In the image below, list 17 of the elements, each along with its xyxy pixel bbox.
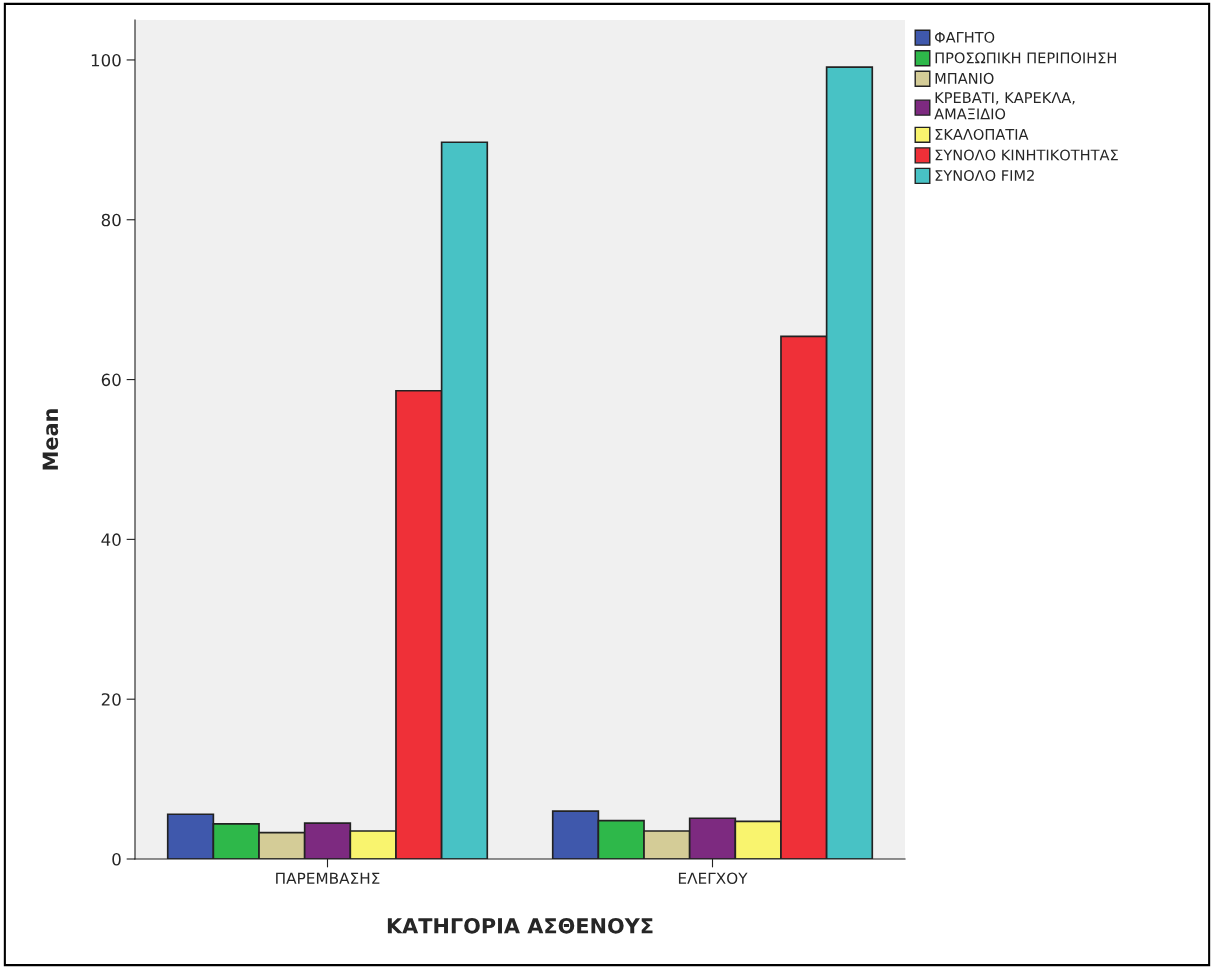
- y-tick-label: 100: [91, 53, 121, 67]
- legend-label: ΣΥΝΟΛΟ FIM2: [935, 169, 1034, 182]
- legend-label: ΜΠΑΝΙΟ: [935, 72, 994, 84]
- y-tick-label: 20: [101, 693, 121, 706]
- y-tick-label: 40: [101, 533, 121, 546]
- y-tick-label: 0: [112, 852, 121, 866]
- legend-label: ΣΚΑΛΟΠΑΤΙΑ: [935, 128, 1029, 140]
- y-tick-label: 80: [101, 213, 121, 227]
- x-axis-title: ΚΑΤΗΓΟΡΙΑ ΑΣΘΕΝΟΥΣ: [387, 917, 653, 934]
- x-tick-label: ΕΛΕΓΧΟΥ: [678, 872, 748, 885]
- legend-label: ΣΥΝΟΛΟ ΚΙΝΗΤΙΚΟΤΗΤΑΣ: [935, 149, 1118, 161]
- legend-label: ΚΡΕΒΑΤΙ, ΚΑΡΕΚΛΑ, ΑΜΑΞΙΔΙΟ: [934, 92, 1075, 120]
- legend-label: ΠΡΟΣΩΠΙΚΗ ΠΕΡΙΠΟΙΗΣΗ: [935, 52, 1116, 64]
- legend-label: ΦΑΓΗΤΟ: [934, 31, 995, 43]
- x-tick-label: ΠΑΡΕΜΒΑΣΗΣ: [276, 872, 380, 884]
- y-tick-label: 60: [101, 373, 121, 387]
- y-axis-title: Mean: [42, 409, 59, 470]
